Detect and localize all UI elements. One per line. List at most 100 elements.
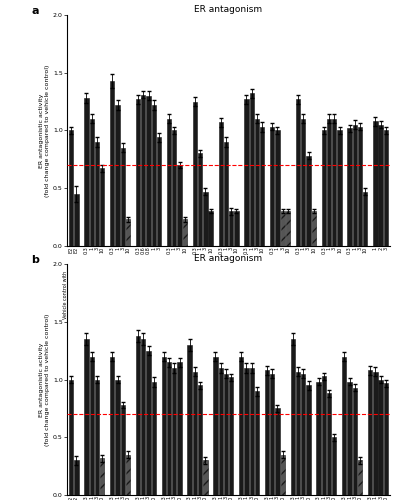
Bar bbox=[348, 382, 352, 495]
Bar bbox=[203, 192, 208, 246]
Bar bbox=[110, 81, 114, 246]
Bar bbox=[368, 370, 372, 495]
Bar bbox=[301, 374, 305, 495]
Bar bbox=[126, 454, 130, 495]
Bar bbox=[255, 119, 259, 246]
Bar bbox=[121, 148, 125, 246]
Bar bbox=[322, 130, 326, 246]
Bar bbox=[141, 339, 145, 495]
Bar bbox=[167, 362, 171, 495]
Bar bbox=[322, 376, 326, 495]
Bar bbox=[74, 194, 78, 246]
Y-axis label: ER antagonistic activity
(fold change compared to vehicle control): ER antagonistic activity (fold change co… bbox=[39, 314, 50, 446]
Text: Paper plate for warm food
(mg/mL): Paper plate for warm food (mg/mL) bbox=[326, 266, 337, 330]
Bar bbox=[301, 119, 305, 246]
Bar bbox=[265, 370, 269, 495]
Text: Boxes for porridge and
flour mixes (mg/mL): Boxes for porridge and flour mixes (mg/m… bbox=[301, 266, 311, 322]
Bar bbox=[342, 356, 346, 495]
Bar bbox=[327, 119, 331, 246]
Bar bbox=[224, 374, 228, 495]
Bar bbox=[152, 105, 156, 246]
Bar bbox=[89, 119, 94, 246]
Bar bbox=[115, 380, 120, 495]
Bar bbox=[327, 394, 331, 495]
Bar bbox=[358, 127, 362, 246]
Text: Cake/pastry boxes/mats
(mg/mL): Cake/pastry boxes/mats (mg/mL) bbox=[223, 266, 234, 326]
Bar bbox=[358, 460, 362, 495]
Bar bbox=[74, 460, 78, 495]
Bar bbox=[147, 96, 151, 246]
Bar bbox=[167, 119, 171, 246]
Bar bbox=[84, 98, 89, 246]
Bar bbox=[316, 382, 321, 495]
Bar bbox=[275, 408, 280, 495]
Bar bbox=[208, 211, 213, 246]
Bar bbox=[239, 356, 243, 495]
Bar bbox=[203, 460, 208, 495]
Text: Pizza slice trays
(mg/mL): Pizza slice trays (mg/mL) bbox=[115, 266, 126, 306]
Text: a: a bbox=[32, 6, 39, 16]
Bar bbox=[270, 127, 274, 246]
Bar bbox=[332, 438, 336, 495]
Bar bbox=[296, 372, 300, 495]
Bar bbox=[84, 339, 89, 495]
Bar bbox=[69, 380, 73, 495]
Bar bbox=[110, 356, 114, 495]
Text: Paper plate (coated)
(mg/mL): Paper plate (coated) (mg/mL) bbox=[352, 266, 363, 316]
Text: Paper for baking and
baking moulds (mg/mL): Paper for baking and baking moulds (mg/m… bbox=[143, 266, 154, 325]
Text: b: b bbox=[32, 255, 39, 265]
Bar bbox=[115, 105, 120, 246]
Bar bbox=[332, 119, 336, 246]
Bar bbox=[363, 192, 368, 246]
Bar bbox=[95, 142, 99, 246]
Bar bbox=[270, 374, 274, 495]
Bar bbox=[183, 219, 187, 246]
Text: Boxes for cookies
(mg/mL): Boxes for cookies (mg/mL) bbox=[171, 266, 182, 310]
Bar bbox=[229, 211, 233, 246]
Bar bbox=[244, 368, 249, 495]
Bar bbox=[379, 124, 383, 246]
Bar bbox=[353, 124, 357, 246]
Bar bbox=[147, 351, 151, 495]
Bar bbox=[100, 168, 104, 246]
Bar bbox=[95, 380, 99, 495]
Y-axis label: ER antagonistic activity
(fold change compared to vehicle control): ER antagonistic activity (fold change co… bbox=[39, 64, 50, 196]
Bar bbox=[307, 386, 310, 495]
Bar bbox=[307, 156, 310, 246]
Bar bbox=[234, 211, 238, 246]
Bar bbox=[198, 386, 202, 495]
Bar bbox=[249, 368, 254, 495]
Text: Baking moulds
(mg/mL): Baking moulds (mg/mL) bbox=[89, 266, 100, 303]
Bar bbox=[141, 94, 145, 246]
Text: Solvent blanks: Solvent blanks bbox=[378, 266, 383, 302]
Bar bbox=[337, 130, 342, 246]
Bar bbox=[172, 368, 177, 495]
Title: ER antagonism: ER antagonism bbox=[195, 254, 262, 264]
Bar bbox=[152, 382, 156, 495]
Bar bbox=[219, 368, 223, 495]
Bar bbox=[373, 372, 377, 495]
Bar bbox=[193, 102, 197, 246]
Bar bbox=[260, 127, 264, 246]
Bar bbox=[213, 356, 217, 495]
Bar bbox=[275, 130, 280, 246]
Text: Popcorn boxes
(mg/mL): Popcorn boxes (mg/mL) bbox=[197, 266, 208, 302]
Bar bbox=[136, 99, 140, 246]
Bar bbox=[291, 339, 295, 495]
Bar bbox=[373, 121, 377, 246]
Bar bbox=[89, 356, 94, 495]
Bar bbox=[162, 356, 166, 495]
Bar bbox=[296, 99, 300, 246]
Bar bbox=[281, 211, 285, 246]
Bar bbox=[255, 391, 259, 495]
Bar bbox=[224, 142, 228, 246]
Text: Boxes for infant formula/
skimmed milk (mg/mL): Boxes for infant formula/ skimmed milk (… bbox=[275, 266, 286, 328]
Bar bbox=[229, 378, 233, 495]
Bar bbox=[172, 130, 177, 246]
Bar bbox=[136, 336, 140, 495]
Bar bbox=[100, 458, 104, 495]
Text: Board samples
(mg/mL): Board samples (mg/mL) bbox=[249, 266, 260, 303]
Bar bbox=[249, 94, 254, 246]
Bar bbox=[353, 388, 357, 495]
Bar bbox=[69, 130, 73, 246]
